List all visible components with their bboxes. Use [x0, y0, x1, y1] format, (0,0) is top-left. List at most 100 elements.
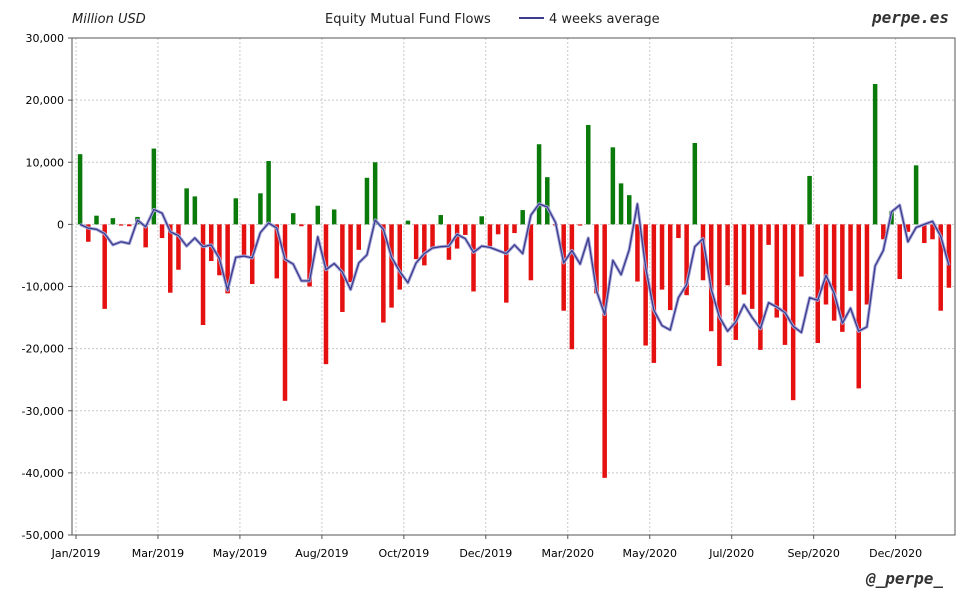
flow-bar — [831, 224, 837, 321]
flow-bar — [176, 224, 181, 270]
flow-bar — [766, 224, 771, 245]
flow-bar — [520, 210, 525, 225]
flow-bar — [758, 224, 763, 350]
flow-bar — [151, 148, 157, 225]
x-tick-label: May/2020 — [623, 547, 677, 560]
flow-bar — [840, 224, 845, 332]
flow-bar — [946, 224, 952, 288]
flow-bar — [241, 224, 247, 257]
flow-bar — [446, 224, 452, 260]
flow-bar — [307, 224, 312, 287]
flow-bar — [258, 193, 263, 225]
flow-bar — [708, 224, 714, 332]
flow-bar — [504, 224, 509, 303]
flow-bar — [77, 154, 83, 225]
flow-bar — [872, 83, 878, 225]
flow-bar — [577, 224, 583, 226]
flow-bar — [536, 144, 542, 225]
legend-label-4-weeks-average: 4 weeks average — [549, 12, 660, 27]
flow-bar — [856, 224, 861, 389]
flow-bar — [463, 224, 468, 235]
plot-border — [71, 37, 956, 536]
flow-bar — [94, 215, 99, 225]
flow-bar — [200, 224, 206, 326]
flow-bar — [651, 224, 657, 363]
flow-bar — [159, 224, 165, 239]
chart-title: Equity Mutual Fund Flows — [325, 12, 491, 27]
flow-bar — [356, 224, 362, 250]
y-tick-label: 0 — [57, 218, 64, 231]
average-line-layer — [79, 202, 951, 335]
flow-bar — [184, 188, 189, 225]
flow-bar — [749, 224, 755, 309]
flow-bar — [881, 224, 886, 240]
flow-bar — [774, 224, 780, 318]
flow-bar — [217, 224, 222, 276]
x-tick-label: Oct/2019 — [378, 547, 429, 560]
flow-bar — [192, 196, 198, 225]
flow-bar — [372, 162, 378, 225]
flow-bar — [676, 224, 681, 239]
flow-bar — [479, 216, 484, 225]
brand-bottom: @_perpe_ — [865, 569, 943, 588]
flow-bar — [323, 224, 329, 365]
flow-bar — [364, 177, 370, 225]
flow-bar — [438, 215, 443, 225]
flow-bar — [569, 224, 575, 350]
flow-bar — [86, 224, 91, 242]
flow-bar — [422, 224, 427, 266]
flow-bar — [799, 224, 804, 277]
x-tick-label: Jan/2019 — [51, 547, 101, 560]
x-tick-label: Sep/2020 — [787, 547, 839, 560]
flow-bar — [602, 224, 607, 478]
flow-bar — [905, 224, 911, 232]
bars-layer — [77, 83, 952, 478]
flow-bar — [790, 224, 796, 401]
flow-bar — [692, 142, 698, 225]
flow-bar — [717, 224, 722, 367]
flow-bar — [561, 224, 566, 311]
flow-bar — [274, 224, 280, 279]
flow-bar — [626, 195, 632, 225]
x-tick-label: Mar/2019 — [132, 547, 184, 560]
flow-bar — [864, 224, 870, 305]
flow-bar — [643, 224, 648, 346]
flow-bar — [299, 224, 304, 227]
flow-bar — [495, 224, 501, 235]
flow-bar — [586, 124, 591, 225]
flow-bar — [528, 224, 534, 281]
flow-bar — [930, 224, 935, 240]
flow-bar — [512, 224, 517, 234]
flow-bar — [815, 224, 821, 344]
x-tick-label: Dec/2019 — [459, 547, 512, 560]
flow-bar — [331, 209, 337, 225]
flow-bar — [610, 147, 616, 225]
flow-bar — [290, 213, 296, 225]
flow-bar — [413, 224, 419, 260]
flow-bar — [848, 224, 853, 291]
flow-bar — [102, 224, 107, 309]
flow-bar — [725, 224, 730, 286]
flow-bar — [545, 177, 550, 225]
x-tick-label: Jul/2020 — [708, 547, 754, 560]
flow-bar — [938, 224, 943, 311]
y-tick-label: -10,000 — [22, 281, 64, 294]
flow-bar — [807, 175, 812, 225]
flow-bar — [823, 224, 829, 305]
flow-bar — [405, 220, 411, 225]
flow-bar — [659, 224, 665, 290]
y-tick-label: -50,000 — [22, 529, 64, 542]
average-line — [79, 203, 950, 334]
x-axis: Jan/2019 Mar/2019 May/2019 Aug/2019 Oct/2019… — [51, 535, 922, 560]
x-tick-label: Mar/2020 — [542, 547, 594, 560]
y-tick-label: 20,000 — [26, 94, 65, 107]
flow-bar — [127, 224, 132, 227]
y-tick-label: -40,000 — [22, 467, 64, 480]
flow-bar — [741, 224, 747, 295]
unit-label: Million USD — [72, 12, 146, 27]
flow-bar — [922, 224, 927, 244]
flow-bar — [487, 224, 493, 247]
flow-bar — [143, 224, 148, 248]
flow-bar — [667, 224, 673, 311]
flow-bar — [340, 224, 345, 312]
